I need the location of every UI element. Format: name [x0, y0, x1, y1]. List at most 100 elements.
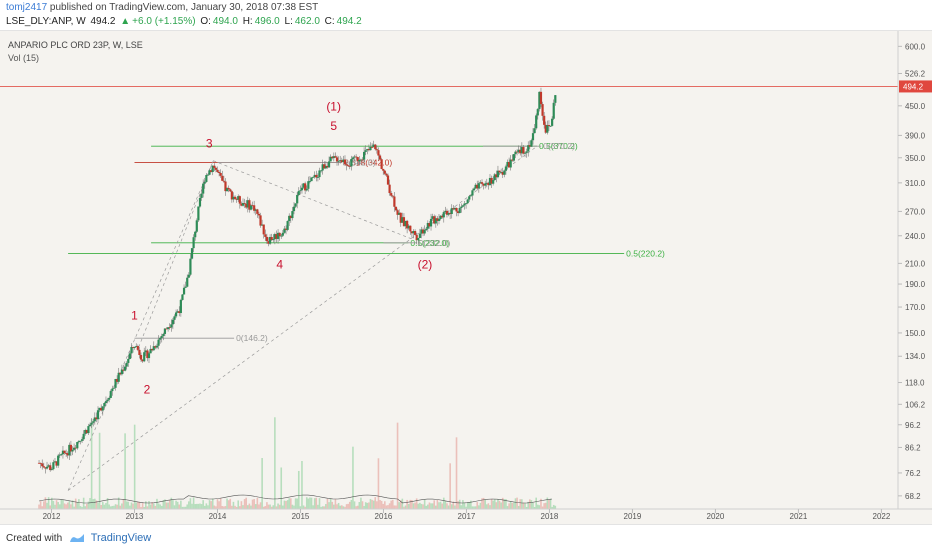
candle-body — [342, 159, 345, 163]
candle-body — [452, 208, 455, 210]
volume-bar — [180, 500, 182, 509]
volume-bar — [197, 503, 200, 509]
username-link[interactable]: tomj2417 — [6, 2, 48, 13]
candle-body — [509, 159, 512, 168]
y-tick-label: 350.0 — [905, 154, 926, 163]
candle-body — [390, 193, 393, 196]
candle-body — [350, 158, 353, 167]
candle-body — [334, 156, 337, 158]
candle-body — [380, 159, 383, 169]
candle-body — [84, 429, 87, 434]
candle-body — [168, 327, 171, 329]
volume-bar — [218, 501, 220, 509]
candle-body — [449, 212, 452, 214]
candle-body — [225, 187, 229, 192]
candle-body — [49, 465, 52, 471]
candle-body — [170, 324, 173, 328]
volume-bar — [224, 506, 227, 509]
volume-bar — [54, 504, 56, 509]
candle-body — [165, 328, 168, 330]
candle-body — [192, 237, 195, 249]
x-axis[interactable]: 2012 2013 2014 2015 2016 2017 2018 2019 2020 2021… — [0, 508, 932, 521]
last-price-tag — [899, 80, 932, 93]
volume-bar — [420, 503, 423, 509]
volume-bar — [454, 505, 456, 509]
y-tick-label: 68.2 — [905, 492, 921, 501]
chart-svg[interactable]: 0.5(370.2)0(370.2) 2.618(342.0)0(342.0) 0.… — [0, 31, 932, 524]
volume-bar — [87, 501, 90, 509]
volume-bar — [248, 503, 251, 509]
candle-body — [270, 237, 273, 241]
volume-bar — [38, 504, 40, 509]
candle-body — [93, 417, 96, 422]
y-tick-label: 210.0 — [905, 259, 926, 268]
volume-bar — [216, 499, 219, 509]
volume-bar — [108, 504, 110, 509]
candle-body — [189, 258, 192, 275]
volume-bar — [401, 498, 404, 509]
volume-bar — [267, 504, 270, 509]
volume-bar — [333, 504, 335, 509]
y-axis[interactable]: 600.0 526.2 450.0 390.0 350.0 310.0 270.0 240.0… — [897, 31, 932, 524]
candle-body — [41, 463, 44, 467]
candle-body — [517, 149, 520, 153]
x-tick-label: 2020 — [707, 512, 725, 521]
candle-body — [60, 454, 63, 455]
volume-bar — [293, 505, 295, 509]
volume-bar — [246, 505, 249, 509]
candle-body — [194, 231, 197, 238]
candle-body — [57, 455, 60, 466]
candle-body — [490, 177, 493, 184]
volume-bar — [143, 506, 146, 509]
volume-bar — [127, 501, 130, 509]
fib-level-label: 0.5(370.2) — [539, 141, 578, 151]
volume-bar — [141, 502, 144, 509]
volume-bar — [411, 500, 413, 509]
volume-bar — [363, 505, 365, 509]
x-tick-label: 2015 — [292, 512, 310, 521]
volume-bar — [384, 501, 386, 509]
volume-bar — [501, 497, 504, 509]
candle-body — [551, 118, 554, 126]
volume-bar — [385, 505, 388, 509]
volume-bar — [503, 499, 506, 509]
candle-body — [511, 159, 514, 161]
volume-bar — [286, 500, 289, 509]
candle-body — [53, 461, 57, 463]
volume-bar — [326, 498, 329, 509]
chart-area[interactable]: 0.5(370.2) 0(370.2) 2.618(342.0) 0(342.0) 0.… — [0, 31, 932, 524]
candle-body — [407, 225, 410, 229]
candle-body — [39, 462, 42, 464]
candle-body — [488, 177, 492, 186]
candle-body — [441, 215, 444, 218]
candle-body — [525, 151, 528, 153]
volume-bar — [415, 498, 418, 509]
candle-body — [399, 212, 402, 223]
volume-bar — [521, 499, 523, 509]
fib-level-label: 0.5(220.2) — [626, 249, 665, 259]
volume-bar — [129, 505, 131, 509]
volume-bar — [505, 499, 507, 509]
candle-series — [37, 87, 557, 474]
candle-body — [262, 224, 265, 235]
volume-bar — [245, 497, 247, 509]
change-value: +6.0 (+1.15%) — [132, 16, 196, 27]
candle-body — [326, 165, 329, 168]
volume-bar — [234, 505, 236, 509]
candle-body — [154, 346, 157, 348]
candle-body — [291, 211, 294, 219]
candle-body — [182, 287, 186, 295]
candle-body — [353, 156, 356, 158]
volume-bar — [342, 506, 345, 509]
candle-body — [119, 372, 122, 375]
tradingview-brand[interactable]: TradingView — [90, 532, 152, 544]
volume-bar — [309, 497, 311, 509]
volume-bar — [428, 502, 431, 509]
candle-body — [245, 203, 248, 208]
candle-body — [87, 426, 90, 434]
candle-body — [111, 388, 114, 392]
x-tick-label: 2017 — [458, 512, 476, 521]
volume-bar — [89, 498, 91, 509]
volume-bar — [544, 502, 547, 509]
candle-body — [52, 462, 55, 470]
